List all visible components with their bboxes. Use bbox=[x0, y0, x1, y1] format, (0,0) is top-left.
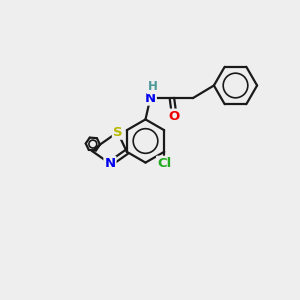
Text: H: H bbox=[148, 80, 157, 93]
Text: N: N bbox=[104, 157, 116, 170]
Text: N: N bbox=[145, 92, 156, 105]
Text: S: S bbox=[113, 126, 122, 139]
Text: O: O bbox=[169, 110, 180, 123]
Text: Cl: Cl bbox=[157, 157, 171, 170]
